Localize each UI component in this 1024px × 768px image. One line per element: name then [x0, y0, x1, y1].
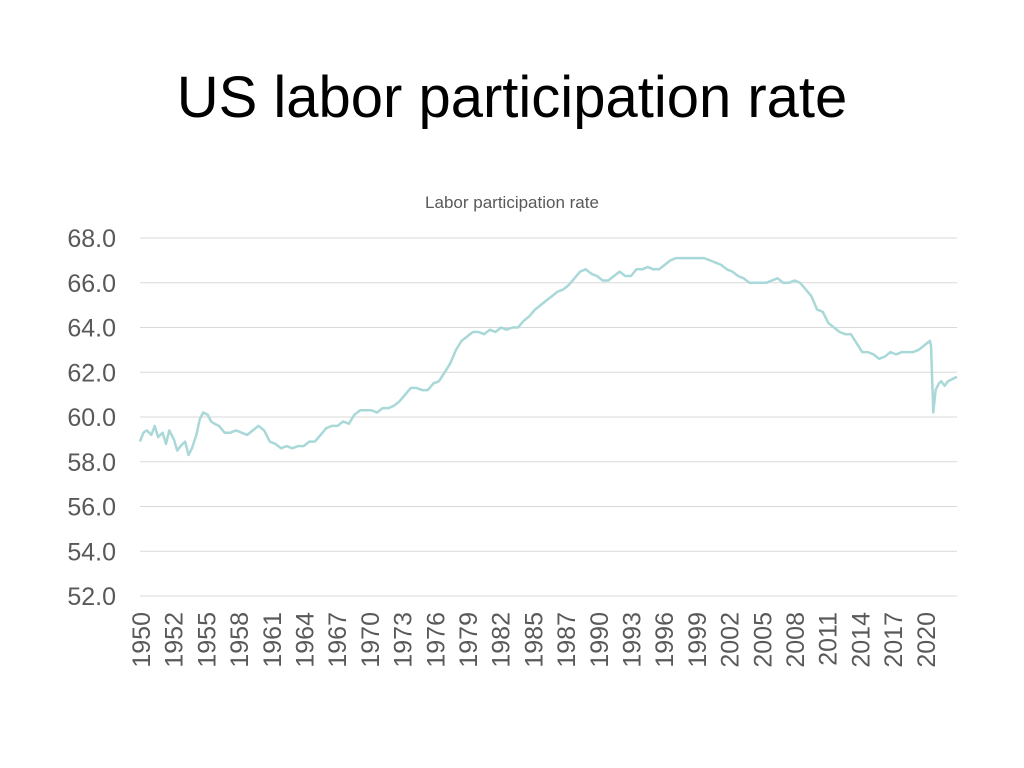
y-tick-label: 52.0: [67, 583, 116, 611]
slide-title: US labor participation rate: [176, 65, 848, 130]
y-tick-label: 64.0: [67, 315, 116, 343]
x-tick-label: 1952: [161, 612, 189, 668]
series-line: [138, 256, 958, 457]
x-tick-label: 1996: [651, 612, 679, 668]
x-tick-label: 1987: [553, 612, 581, 668]
y-tick-label: 60.0: [67, 404, 116, 432]
x-tick-label: 1979: [455, 612, 483, 668]
x-tick-label: 2002: [717, 612, 745, 668]
x-tick-label: 1999: [684, 612, 712, 668]
y-tick-label: 66.0: [67, 270, 116, 298]
x-tick-label: 1982: [488, 612, 516, 668]
x-tick-label: 1955: [193, 612, 221, 668]
x-tick-label: 2020: [913, 612, 941, 668]
x-tick-label: 1961: [259, 612, 287, 668]
y-tick-label: 68.0: [67, 225, 116, 253]
y-tick-label: 54.0: [67, 538, 116, 566]
y-axis-tick-labels: 52.0 54.0 56.0 58.0 60.0 62.0 64.0 66.0 68.0: [67, 225, 116, 611]
series-layer: [138, 256, 958, 457]
gridlines: [140, 237, 957, 597]
x-tick-label: 2008: [782, 612, 810, 668]
x-tick-label: 1950: [128, 612, 156, 668]
x-tick-label: 2005: [749, 612, 777, 668]
y-tick-label: 56.0: [67, 494, 116, 522]
x-tick-label: 1967: [324, 612, 352, 668]
x-tick-label: 2014: [847, 612, 875, 668]
x-tick-label: 1976: [422, 612, 450, 668]
y-tick-label: 62.0: [67, 359, 116, 387]
x-tick-label: 1990: [586, 612, 614, 668]
x-tick-label: 1964: [292, 612, 320, 668]
x-tick-label: 1993: [619, 612, 647, 668]
x-tick-label: 1970: [357, 612, 385, 668]
x-tick-label: 1958: [226, 612, 254, 668]
x-tick-label: 2011: [815, 612, 843, 666]
x-tick-label: 2017: [880, 612, 908, 668]
x-tick-label: 1973: [390, 612, 418, 668]
x-axis-tick-labels: 1950 1952 1955 1958 1961 1964 1967 1970 1973 1976…: [128, 612, 941, 668]
x-tick-label: 1985: [520, 612, 548, 668]
chart-title: Labor participation rate: [425, 193, 599, 212]
y-tick-label: 58.0: [67, 449, 116, 477]
